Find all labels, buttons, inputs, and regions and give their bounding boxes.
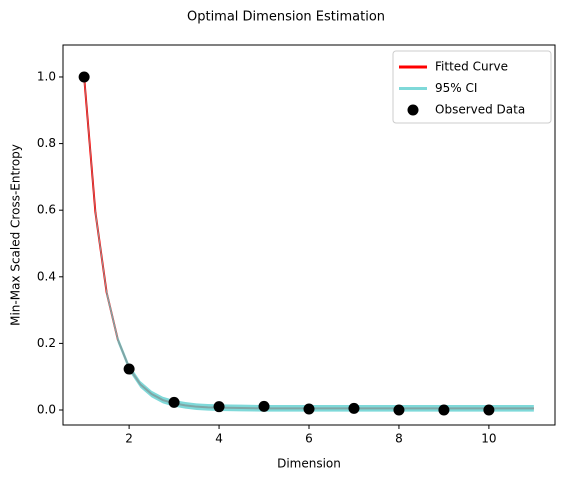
data-point: [303, 403, 315, 415]
data-point: [438, 404, 450, 416]
legend-box: [392, 50, 552, 124]
y-axis-label: Min-Max Scaled Cross-Entropy: [9, 144, 23, 326]
chart-title: Optimal Dimension Estimation: [187, 10, 385, 25]
x-tick-label: 10: [481, 432, 496, 446]
x-tick-label: 2: [125, 432, 133, 446]
ci-band: [84, 73, 534, 412]
x-axis-label: Dimension: [277, 457, 341, 471]
plot-area: [83, 73, 534, 412]
legend-label: Observed Data: [435, 103, 525, 117]
y-tick-label: 0.8: [37, 136, 56, 150]
data-point: [348, 402, 360, 414]
y-tick-label: 0.6: [37, 203, 56, 217]
data-point: [123, 363, 135, 375]
y-tick-label: 0.0: [37, 403, 56, 417]
legend-label: 95% CI: [435, 81, 477, 95]
data-point: [483, 404, 495, 416]
data-point: [393, 404, 405, 416]
x-tick-label: 8: [395, 432, 403, 446]
data-point: [213, 401, 225, 413]
legend-label: Fitted Curve: [435, 60, 508, 74]
data-point: [78, 71, 90, 83]
y-tick-label: 0.2: [37, 336, 56, 350]
legend-marker: [407, 104, 419, 116]
axes-frame: [62, 44, 556, 426]
x-tick-label: 4: [215, 432, 223, 446]
y-tick-label: 0.4: [37, 269, 56, 283]
data-point: [168, 396, 180, 408]
x-tick-label: 6: [305, 432, 313, 446]
data-point: [258, 400, 270, 412]
y-tick-label: 1.0: [37, 69, 56, 83]
fitted-line: [83, 76, 534, 410]
